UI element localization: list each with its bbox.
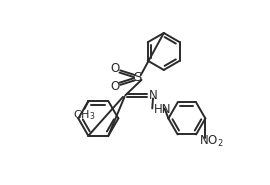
- Text: S: S: [133, 71, 142, 84]
- Text: HN: HN: [154, 103, 171, 116]
- Text: N: N: [149, 89, 158, 102]
- Text: O: O: [110, 80, 119, 93]
- Text: O: O: [110, 62, 119, 75]
- Text: CH$_3$: CH$_3$: [73, 108, 96, 122]
- Text: NO$_2$: NO$_2$: [199, 134, 224, 149]
